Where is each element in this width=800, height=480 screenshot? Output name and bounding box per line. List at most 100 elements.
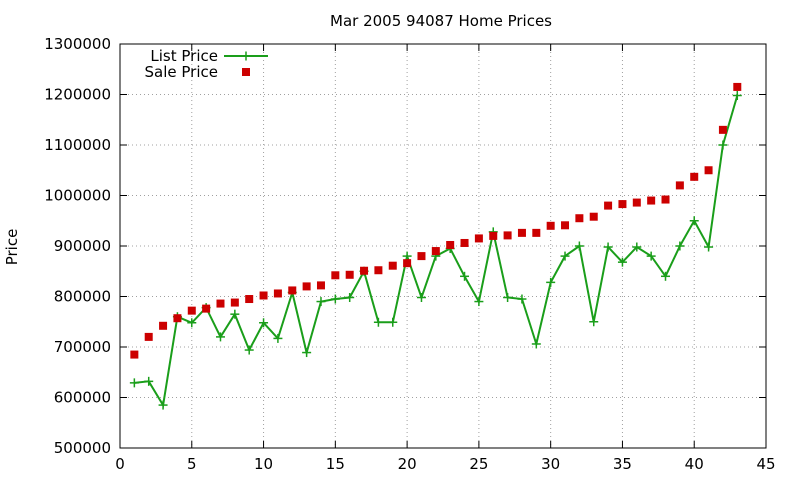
data-point xyxy=(531,339,541,349)
data-point xyxy=(316,281,325,290)
data-point xyxy=(546,221,555,230)
data-point xyxy=(704,242,714,252)
data-point xyxy=(158,400,168,410)
data-point xyxy=(244,345,254,355)
y-tick-label: 800000 xyxy=(54,288,111,306)
y-tick-label: 500000 xyxy=(54,439,111,457)
x-tick-label: 35 xyxy=(613,455,632,473)
data-point xyxy=(144,332,153,341)
data-point xyxy=(259,318,269,328)
data-point xyxy=(718,125,727,134)
y-tick-label: 600000 xyxy=(54,389,111,407)
data-point xyxy=(187,318,197,328)
data-point xyxy=(216,299,225,308)
data-point xyxy=(733,82,742,91)
x-tick-label: 10 xyxy=(254,455,273,473)
data-point xyxy=(517,294,527,304)
data-point xyxy=(431,247,440,256)
data-point xyxy=(345,270,354,279)
axis-ticks: 500000 600000 700000 800000 900000 1000000 110… xyxy=(44,35,775,473)
data-point xyxy=(690,172,699,181)
data-point xyxy=(215,332,225,342)
data-point xyxy=(561,221,570,230)
data-point xyxy=(546,277,556,287)
data-point xyxy=(603,242,613,252)
y-tick-label: 1300000 xyxy=(44,35,111,53)
data-point xyxy=(302,282,311,291)
legend-label: Sale Price xyxy=(145,63,218,81)
data-point xyxy=(460,238,469,247)
y-tick-label: 900000 xyxy=(54,237,111,255)
x-tick-label: 15 xyxy=(326,455,345,473)
y-axis-label: Price xyxy=(3,229,21,266)
data-point xyxy=(503,293,513,303)
data-point xyxy=(130,350,139,359)
chart-title: Mar 2005 94087 Home Prices xyxy=(330,12,552,30)
data-point xyxy=(575,214,584,223)
data-point xyxy=(517,228,526,237)
x-tick-label: 25 xyxy=(469,455,488,473)
data-point xyxy=(675,241,685,251)
data-point xyxy=(417,252,426,261)
data-point xyxy=(632,198,641,207)
data-point xyxy=(661,271,671,281)
data-point xyxy=(259,291,268,300)
data-point xyxy=(675,181,684,190)
data-point xyxy=(618,200,627,209)
data-point xyxy=(646,251,656,261)
data-point xyxy=(144,376,154,386)
data-point xyxy=(647,196,656,205)
data-point xyxy=(632,242,642,252)
data-point xyxy=(402,251,412,261)
data-point xyxy=(288,286,297,295)
data-point xyxy=(331,271,340,280)
data-point xyxy=(230,309,240,319)
data-point xyxy=(330,294,340,304)
data-point xyxy=(446,240,455,249)
data-point xyxy=(617,257,627,267)
data-point xyxy=(732,91,742,101)
data-point xyxy=(388,261,397,270)
legend-marker xyxy=(242,68,250,76)
data-point xyxy=(273,289,282,298)
x-tick-label: 40 xyxy=(685,455,704,473)
data-point xyxy=(589,212,598,221)
data-point xyxy=(187,306,196,315)
data-point xyxy=(416,293,426,303)
x-tick-label: 30 xyxy=(541,455,560,473)
data-point xyxy=(202,304,211,313)
data-point xyxy=(388,317,398,327)
x-tick-label: 20 xyxy=(398,455,417,473)
data-point xyxy=(345,293,355,303)
x-tick-label: 0 xyxy=(115,455,125,473)
data-point xyxy=(718,140,728,150)
series-1 xyxy=(130,82,742,359)
data-point xyxy=(704,166,713,175)
y-tick-label: 1100000 xyxy=(44,136,111,154)
data-point xyxy=(661,195,670,204)
data-point xyxy=(689,216,699,226)
plot-area xyxy=(129,82,742,410)
data-point xyxy=(489,231,498,240)
data-point xyxy=(273,333,283,343)
data-point xyxy=(532,228,541,237)
data-point xyxy=(302,348,312,358)
y-tick-label: 700000 xyxy=(54,338,111,356)
data-point xyxy=(374,266,383,275)
data-point xyxy=(373,317,383,327)
data-point xyxy=(460,271,470,281)
legend-label: List Price xyxy=(150,47,218,65)
legend-marker xyxy=(241,51,251,61)
x-tick-label: 5 xyxy=(187,455,197,473)
data-point xyxy=(316,297,326,307)
data-point xyxy=(604,201,613,210)
data-point xyxy=(560,251,570,261)
data-point xyxy=(589,317,599,327)
data-point xyxy=(129,378,139,388)
data-point xyxy=(159,321,168,330)
data-point xyxy=(403,259,412,268)
data-point xyxy=(503,231,512,240)
data-point xyxy=(173,314,182,323)
